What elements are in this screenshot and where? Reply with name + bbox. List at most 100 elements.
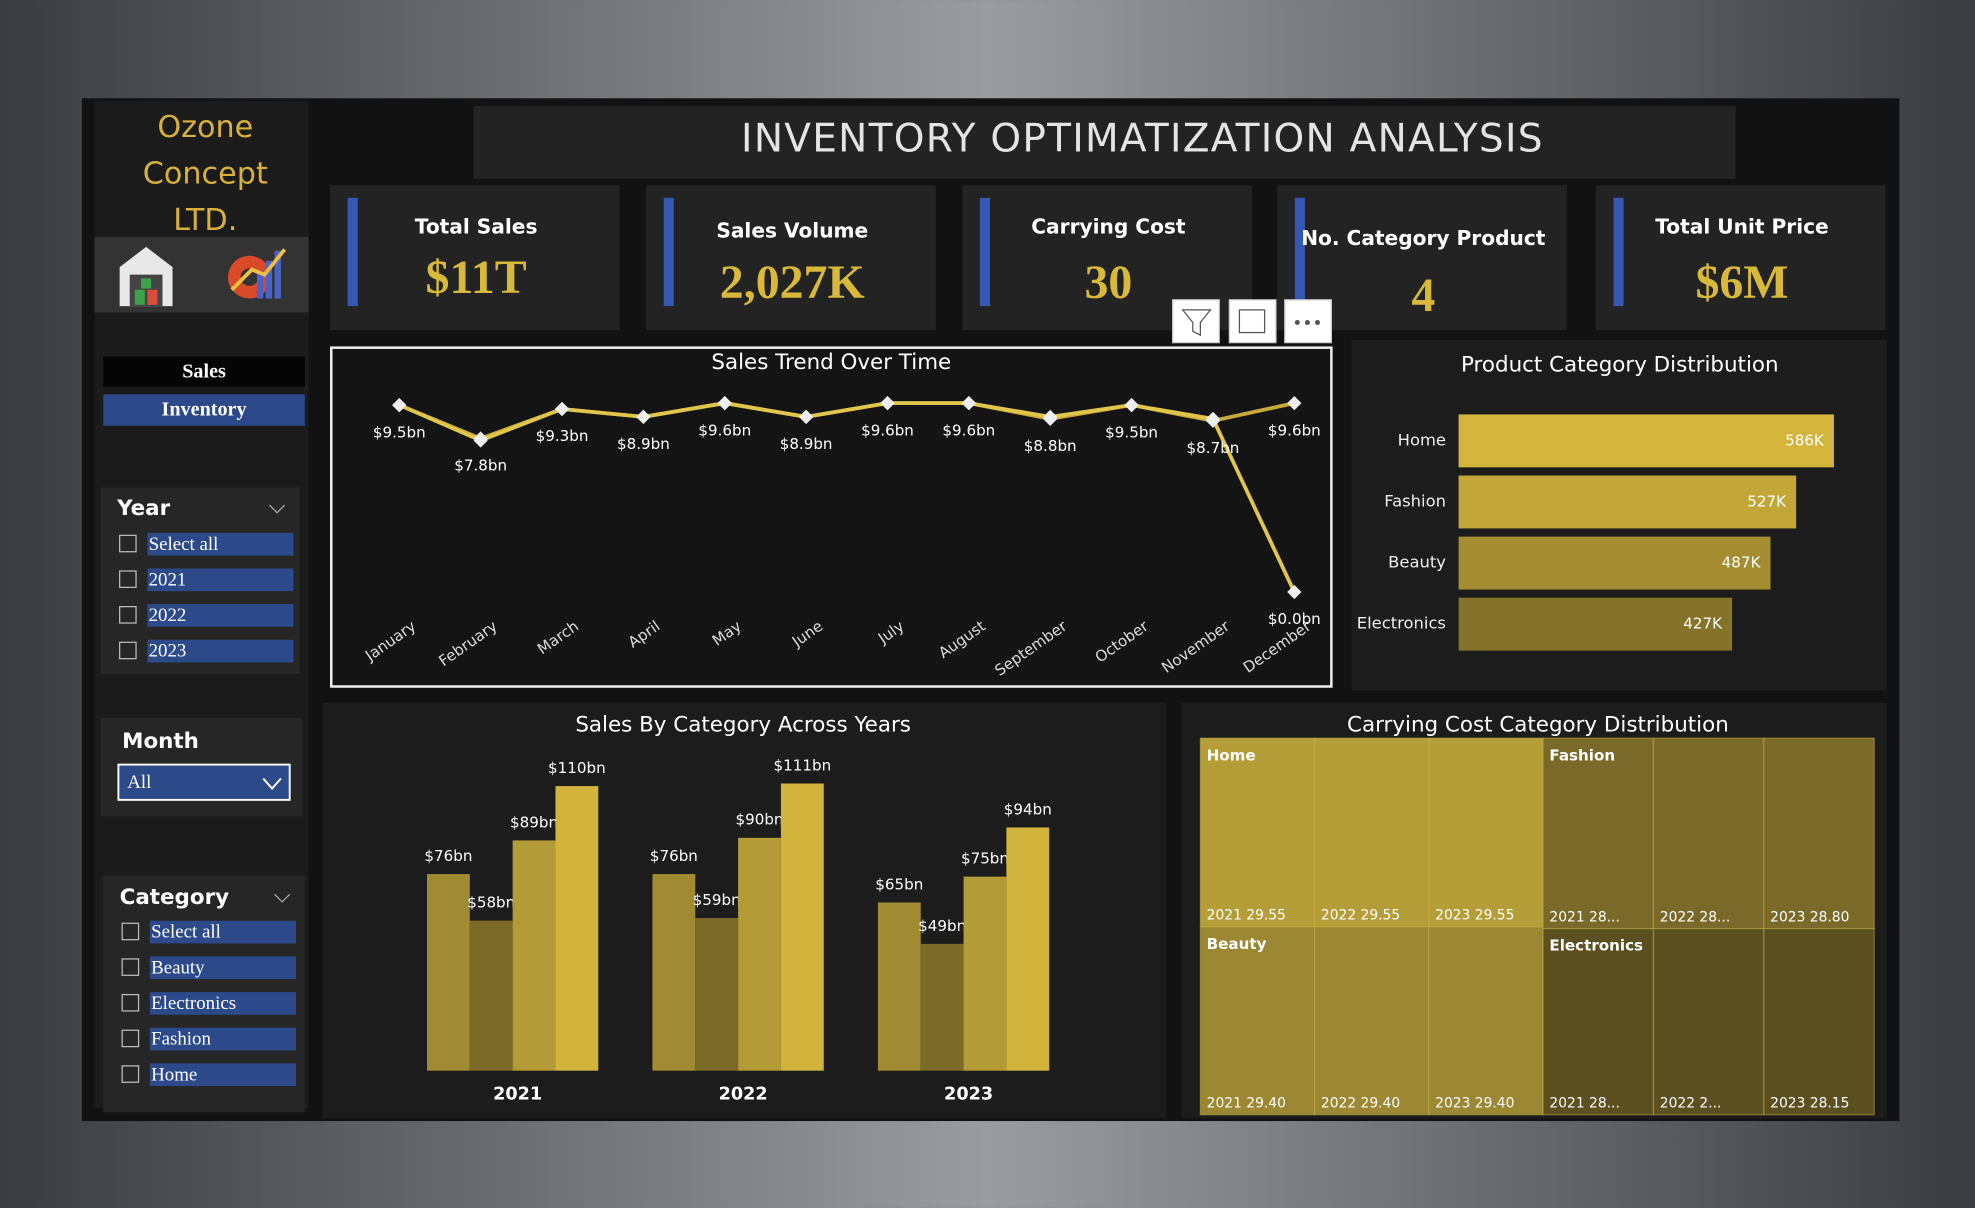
data-label: $9.5bn xyxy=(1105,423,1158,441)
x-tick-label: 2023 xyxy=(944,1085,993,1105)
data-label: $9.6bn xyxy=(698,421,751,439)
data-label: $7.8bn xyxy=(454,457,507,475)
kpi-value: 4 xyxy=(1411,269,1435,322)
option-bar[interactable] xyxy=(147,604,294,627)
option-bar[interactable] xyxy=(149,992,296,1015)
option-bar[interactable] xyxy=(149,956,296,980)
checkbox[interactable] xyxy=(119,570,137,589)
treemap-cell xyxy=(1763,927,1875,1116)
cell-label: 2021 28... xyxy=(1549,909,1619,925)
data-label: 487K xyxy=(1722,554,1762,572)
bar xyxy=(1458,414,1834,468)
data-label: $9.6bn xyxy=(861,421,914,439)
checkbox[interactable] xyxy=(121,922,140,941)
slicer-option: 2021 xyxy=(149,569,187,590)
cell-label: 2022 29.55 xyxy=(1321,908,1400,924)
slicer-option: Electronics xyxy=(151,993,236,1014)
option-bar[interactable] xyxy=(149,1027,296,1051)
kpi-stripe xyxy=(1613,197,1624,307)
month-dropdown[interactable] xyxy=(117,763,291,801)
checkbox[interactable] xyxy=(121,1065,140,1083)
slicer-option: 2022 xyxy=(149,605,187,626)
filter-button[interactable] xyxy=(1172,299,1220,344)
point xyxy=(961,395,976,411)
cell-label: 2022 29.40 xyxy=(1321,1095,1400,1111)
data-label: 527K xyxy=(1747,492,1787,510)
treemap-cell xyxy=(1652,737,1765,930)
company-name: Concept xyxy=(143,157,268,192)
checkbox[interactable] xyxy=(119,641,137,660)
chevron xyxy=(274,893,291,903)
focus-icon xyxy=(1238,309,1266,334)
more-dot xyxy=(1314,319,1321,326)
group-label: Home xyxy=(1207,746,1256,764)
bar xyxy=(426,874,470,1071)
focus-button[interactable] xyxy=(1228,299,1277,344)
data-label: $58bn xyxy=(467,893,515,911)
x-tick-label: 2021 xyxy=(493,1085,542,1105)
checkbox[interactable] xyxy=(121,958,140,976)
option-bar[interactable] xyxy=(149,920,296,944)
kpi-label: No. Category Product xyxy=(1301,226,1546,250)
chevron xyxy=(262,777,282,790)
kpi-stripe xyxy=(1294,197,1305,307)
data-label: 586K xyxy=(1785,431,1825,449)
bar xyxy=(469,920,513,1071)
cell-label: 2023 28.15 xyxy=(1770,1095,1849,1111)
data-label: $76bn xyxy=(424,847,472,865)
filter-icon xyxy=(1181,309,1212,337)
checkbox[interactable] xyxy=(121,993,140,1012)
data-label: $9.6bn xyxy=(942,421,995,439)
point xyxy=(798,409,814,425)
cell-label: 2022 2... xyxy=(1660,1095,1722,1111)
data-label: $110bn xyxy=(548,759,606,777)
cell-label: 2022 28... xyxy=(1660,909,1730,925)
chart-border xyxy=(330,346,1333,688)
dashboard-title: INVENTORY OPTIMATIZATION ANALYSIS xyxy=(741,117,1544,162)
data-label: $94bn xyxy=(1004,800,1052,818)
chevron xyxy=(269,504,286,514)
chart-title: Sales By Category Across Years xyxy=(575,713,911,738)
data-label: $9.5bn xyxy=(373,423,426,441)
checkbox[interactable] xyxy=(121,1029,140,1048)
treemap-cell xyxy=(1542,737,1655,930)
more-dot xyxy=(1304,319,1310,326)
chart-title: Sales Trend Over Time xyxy=(711,350,951,375)
kpi-stripe xyxy=(663,197,674,307)
cell-label: 2021 28... xyxy=(1549,1095,1619,1111)
panel xyxy=(330,185,620,331)
option-bar[interactable] xyxy=(147,532,294,556)
trend-line xyxy=(398,401,1297,593)
data-label: $76bn xyxy=(650,847,698,865)
slicer-option: Select all xyxy=(149,534,219,555)
nav-sales[interactable] xyxy=(103,356,305,387)
bar xyxy=(738,837,781,1071)
dropdown-value: All xyxy=(127,772,151,793)
gear-chart-icon xyxy=(227,248,287,299)
checkbox[interactable] xyxy=(119,606,137,624)
content: Ozone Concept LTD. Sales Inventory Year Select… xyxy=(100,110,1887,1119)
slicer-option: Home xyxy=(151,1064,197,1085)
bar xyxy=(1458,475,1797,529)
slicer-title: Month xyxy=(122,729,199,754)
point xyxy=(1043,409,1058,425)
option-bar[interactable] xyxy=(149,1063,296,1087)
treemap-cell xyxy=(1763,737,1875,930)
data-label: $89bn xyxy=(510,813,558,831)
point xyxy=(717,395,732,411)
data-label: $8.9bn xyxy=(780,435,833,453)
slicer-option: 2023 xyxy=(149,641,187,662)
slicer-title: Year xyxy=(116,496,170,521)
option-bar[interactable] xyxy=(147,568,294,592)
option-bar[interactable] xyxy=(147,639,294,663)
kpi-value: $6M xyxy=(1695,256,1788,309)
cell-label: 2021 29.40 xyxy=(1207,1095,1286,1111)
category-label: Fashion xyxy=(1384,491,1446,510)
bar xyxy=(780,783,824,1071)
checkbox[interactable] xyxy=(119,534,137,553)
nav-inventory[interactable] xyxy=(103,394,305,426)
panel xyxy=(1595,185,1886,331)
cell-label: 2023 29.55 xyxy=(1435,908,1514,924)
data-label: $9.6bn xyxy=(1268,421,1321,439)
